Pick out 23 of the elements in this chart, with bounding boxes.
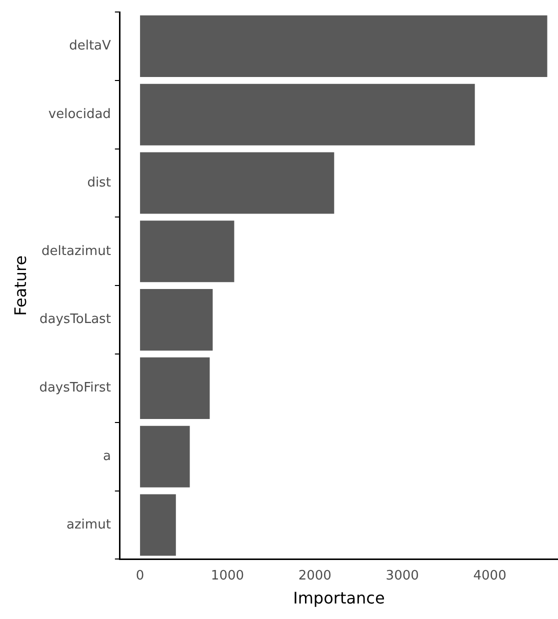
y-tick-label: azimut bbox=[66, 517, 111, 532]
y-tick-label: velocidad bbox=[48, 106, 111, 122]
bar bbox=[140, 15, 548, 77]
x-tick-label: 4000 bbox=[473, 568, 506, 584]
bar bbox=[140, 220, 234, 282]
y-tick-label: dist bbox=[87, 175, 111, 190]
x-tick-label: 2000 bbox=[298, 568, 332, 584]
y-tick-label: deltazimut bbox=[42, 244, 111, 259]
y-tick-label: daysToLast bbox=[39, 312, 111, 328]
y-tick-label: a bbox=[102, 448, 111, 464]
y-tick-label: deltaV bbox=[69, 38, 112, 54]
x-axis-title: Importance bbox=[293, 588, 385, 608]
bar bbox=[140, 426, 190, 488]
x-tick-label: 1000 bbox=[210, 568, 244, 584]
bar bbox=[140, 357, 210, 419]
bar bbox=[140, 84, 475, 146]
bar bbox=[140, 494, 176, 556]
x-tick-label: 0 bbox=[136, 568, 144, 584]
y-tick-label: daysToFirst bbox=[39, 380, 111, 396]
bar bbox=[140, 289, 213, 351]
y-axis-title: Feature bbox=[10, 255, 30, 316]
x-tick-label: 3000 bbox=[386, 568, 419, 584]
bar bbox=[140, 152, 334, 214]
